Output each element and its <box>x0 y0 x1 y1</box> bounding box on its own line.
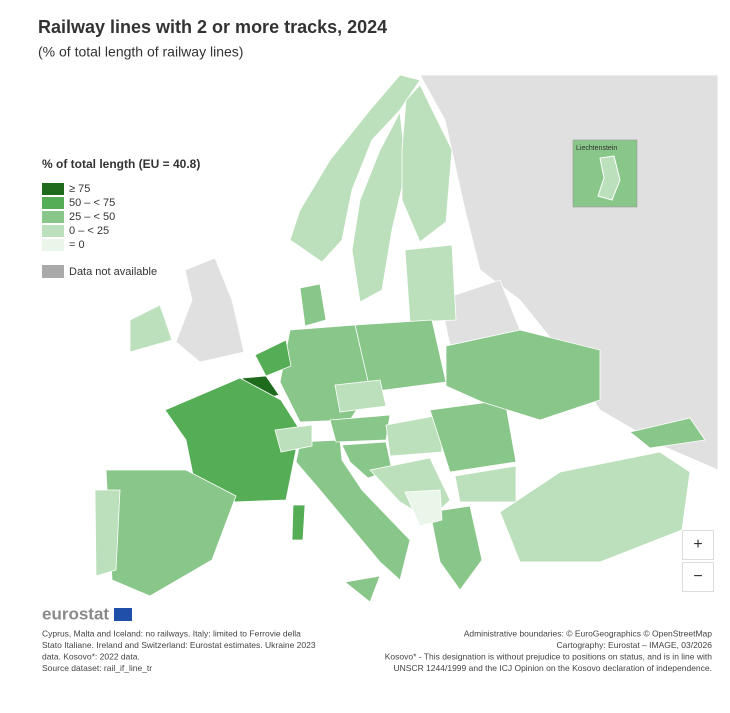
country <box>344 575 381 603</box>
zoom-out-button[interactable]: − <box>682 562 714 592</box>
subtitle: (% of total length of railway lines) <box>38 44 243 60</box>
legend-label: Data not available <box>69 266 157 278</box>
country <box>499 451 691 563</box>
inset: Liechtenstein <box>572 139 638 208</box>
country <box>254 339 292 377</box>
legend-label: ≥ 75 <box>69 183 90 195</box>
country <box>299 283 327 327</box>
legend-swatch <box>42 183 64 195</box>
country <box>629 417 706 449</box>
legend-swatch <box>42 225 64 237</box>
eu-flag <box>114 608 132 621</box>
legend-label: 25 – < 50 <box>69 211 115 223</box>
country <box>334 379 387 413</box>
logo: eurostat <box>42 604 132 623</box>
inset-label: Liechtenstein <box>576 145 617 152</box>
attribution: Kosovo* - This designation is without pr… <box>385 651 713 661</box>
footnote: Source dataset: rail_if_line_tr <box>42 663 152 673</box>
legend-swatch <box>42 211 64 223</box>
country <box>164 377 301 503</box>
country <box>445 329 601 421</box>
attribution: Administrative boundaries: © EuroGeograp… <box>464 628 713 638</box>
country <box>291 504 306 541</box>
country <box>329 414 391 443</box>
legend: % of total length (EU = 40.8) ≥ 75 50 – <… <box>42 157 200 278</box>
footnote: Cyprus, Malta and Iceland: no railways. … <box>42 628 301 638</box>
country <box>295 439 411 581</box>
country <box>289 74 421 263</box>
legend-label: = 0 <box>69 239 85 251</box>
land <box>175 257 245 363</box>
legend-title: % of total length (EU = 40.8) <box>42 157 200 171</box>
country <box>401 84 453 243</box>
legend-swatch <box>42 265 64 278</box>
footnote: Stato Italiane. Ireland and Switzerland:… <box>42 640 316 650</box>
inset-country <box>597 155 621 201</box>
zoom-in-button[interactable]: + <box>682 530 714 560</box>
country <box>404 489 443 527</box>
country <box>105 469 237 597</box>
footnote: data. Kosovo*: 2022 data. <box>42 651 140 661</box>
country <box>429 399 517 473</box>
legend-label: 50 – < 75 <box>69 197 115 209</box>
title: Railway lines with 2 or more tracks, 202… <box>38 17 387 37</box>
country <box>454 465 517 503</box>
country <box>129 304 173 353</box>
country <box>404 244 457 323</box>
attribution: Cartography: Eurostat – IMAGE, 03/2026 <box>557 640 713 650</box>
map <box>94 74 719 603</box>
legend-label: 0 – < 25 <box>69 225 109 237</box>
notes: Cyprus, Malta and Iceland: no railways. … <box>42 628 712 673</box>
country <box>385 414 443 457</box>
logo-text: eurostat <box>42 604 109 623</box>
attribution: UNSCR 1244/1999 and the ICJ Opinion on t… <box>394 663 713 673</box>
country <box>94 489 121 577</box>
legend-swatch <box>42 197 64 209</box>
country <box>429 505 483 591</box>
legend-swatch <box>42 239 64 251</box>
country <box>274 424 313 453</box>
